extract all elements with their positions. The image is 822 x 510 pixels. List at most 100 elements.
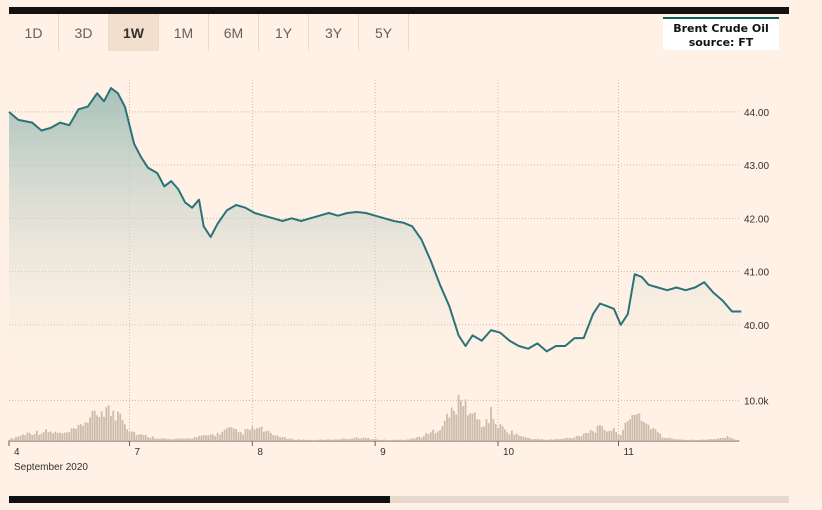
- volume-bar: [622, 429, 625, 441]
- volume-bar: [216, 432, 219, 441]
- volume-bar: [355, 437, 358, 441]
- volume-bar: [96, 415, 98, 441]
- volume-bar: [483, 426, 485, 441]
- volume-bar: [126, 429, 129, 441]
- volume-bar: [596, 425, 599, 441]
- volume-bar: [510, 430, 513, 441]
- volume-bar: [79, 424, 82, 441]
- volume-bar: [413, 438, 416, 441]
- tab-1y[interactable]: 1Y: [259, 14, 309, 51]
- volume-bar: [666, 438, 669, 441]
- volume-bar: [214, 436, 217, 441]
- y-tick-label: 44.00: [744, 108, 769, 119]
- chart-scrollbar-track[interactable]: [9, 496, 789, 503]
- volume-bar: [191, 438, 193, 441]
- volume-bar: [267, 431, 270, 441]
- volume-bar: [476, 419, 479, 441]
- volume-bar: [323, 440, 326, 441]
- volume-bar: [677, 439, 680, 441]
- volume-bar: [110, 415, 112, 441]
- volume-bar: [626, 421, 629, 441]
- volume-bar: [643, 421, 645, 441]
- price-line: [8, 87, 742, 353]
- volume-bar: [527, 438, 530, 441]
- volume-bar: [457, 394, 460, 441]
- volume-bar: [633, 414, 636, 441]
- volume-bar: [714, 439, 717, 441]
- volume-bar: [550, 439, 553, 441]
- volume-bar: [33, 434, 36, 441]
- volume-bar: [460, 400, 462, 441]
- volume-bar: [144, 434, 147, 441]
- volume-bar: [513, 434, 516, 441]
- volume-bar: [149, 437, 152, 441]
- volume-bar: [38, 434, 41, 441]
- volume-bar: [668, 437, 671, 441]
- volume-bar: [399, 439, 402, 441]
- volume-bar: [12, 438, 15, 441]
- volume-bar: [520, 436, 523, 441]
- tab-5y[interactable]: 5Y: [359, 14, 409, 51]
- volume-bar: [195, 437, 198, 441]
- volume-bar: [188, 438, 191, 441]
- volume-bar: [154, 438, 156, 441]
- volume-bar: [70, 428, 73, 441]
- y-tick-label: 42.00: [744, 214, 769, 225]
- volume-bar: [397, 439, 400, 441]
- volume-bar: [501, 426, 504, 441]
- volume-bar: [647, 424, 650, 441]
- volume-bar: [517, 435, 520, 441]
- volume-bar: [15, 436, 17, 441]
- volume-bar: [721, 438, 724, 441]
- volume-bar: [172, 439, 175, 441]
- volume-bar: [239, 432, 242, 441]
- volume-bar: [432, 429, 434, 441]
- volume-bar: [269, 432, 272, 441]
- volume-bar: [606, 431, 608, 441]
- chart-scrollbar-thumb[interactable]: [9, 496, 390, 503]
- volume-bar: [89, 417, 92, 441]
- tab-1m[interactable]: 1M: [159, 14, 209, 51]
- volume-tick-label: 10.0k: [744, 396, 769, 407]
- volume-bar: [10, 438, 13, 441]
- volume-bar: [344, 438, 346, 441]
- volume-bar: [541, 439, 543, 441]
- volume-bar: [314, 440, 316, 441]
- volume-bar: [290, 438, 293, 441]
- tab-6m[interactable]: 6M: [209, 14, 259, 51]
- volume-bar: [480, 426, 483, 441]
- volume-bar: [54, 431, 57, 441]
- volume-bar: [105, 407, 108, 441]
- volume-bar: [439, 430, 441, 441]
- range-tabs: 1D 3D 1W 1M 6M 1Y 3Y 5Y: [9, 14, 409, 51]
- volume-bar: [536, 438, 539, 441]
- x-tick-label: 10: [503, 447, 515, 458]
- volume-bar: [334, 439, 337, 441]
- volume-bar: [307, 439, 309, 441]
- volume-bar: [114, 420, 117, 441]
- volume-bar: [392, 439, 395, 441]
- volume-bar: [717, 438, 720, 441]
- tab-1d[interactable]: 1D: [9, 14, 59, 51]
- tab-3y[interactable]: 3Y: [309, 14, 359, 51]
- chart-legend: Brent Crude Oil source: FT: [663, 17, 779, 50]
- volume-bar: [455, 414, 458, 441]
- volume-bar: [712, 439, 715, 441]
- volume-bar: [358, 438, 360, 441]
- volume-bar: [161, 438, 163, 441]
- volume-bar: [545, 439, 548, 441]
- price-area: [9, 88, 742, 362]
- volume-bar: [304, 440, 307, 441]
- volume-bar: [629, 419, 631, 441]
- volume-bar: [564, 438, 567, 441]
- volume-bar: [288, 438, 291, 441]
- volume-bar: [232, 428, 235, 441]
- volume-bar: [35, 430, 38, 441]
- volume-bar: [640, 420, 643, 441]
- tab-1w[interactable]: 1W: [109, 14, 159, 51]
- tab-3d[interactable]: 3D: [59, 14, 109, 51]
- volume-bar: [696, 440, 699, 441]
- volume-bar: [543, 439, 546, 441]
- volume-bar: [490, 406, 492, 441]
